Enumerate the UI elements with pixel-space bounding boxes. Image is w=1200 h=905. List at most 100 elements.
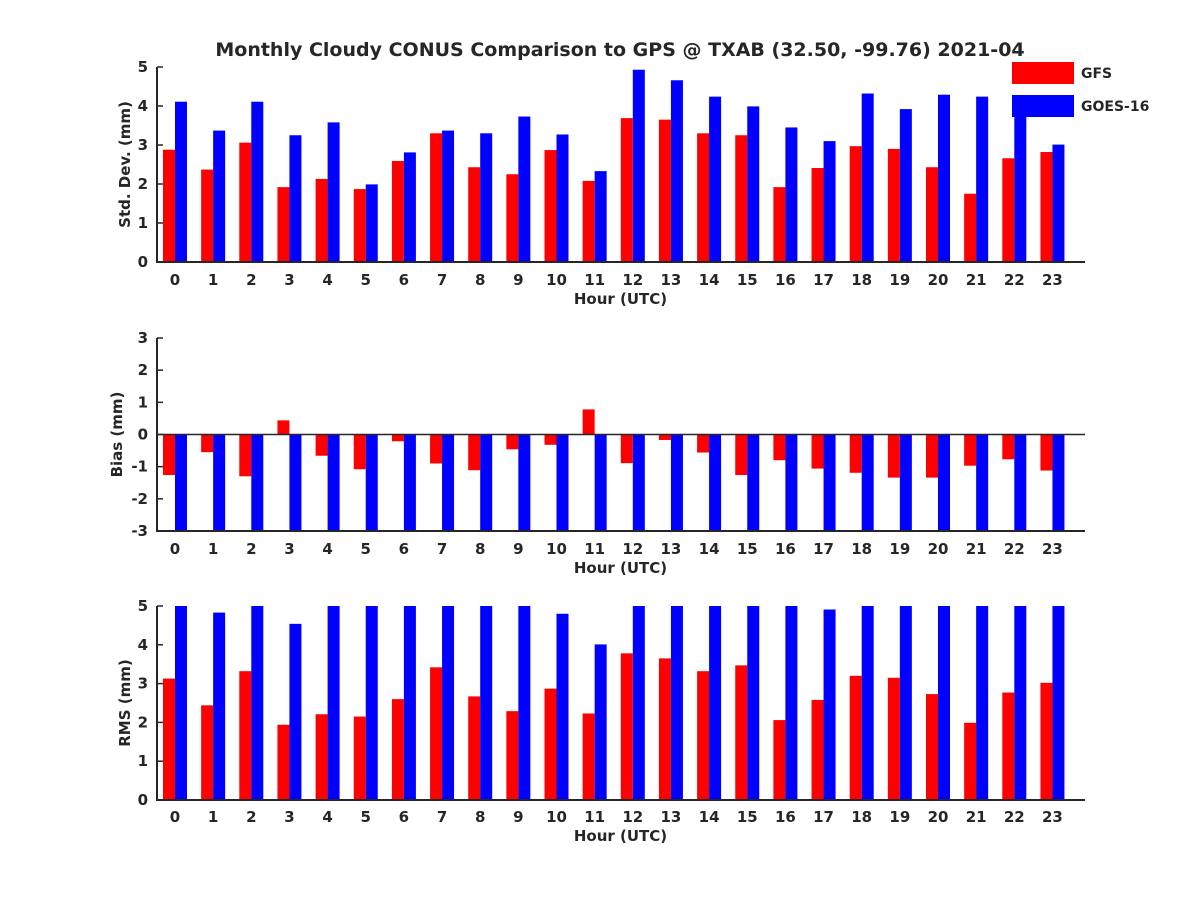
bar-gfs-p2-h2 [239, 434, 252, 477]
bar-gfs-p3-h16 [773, 720, 786, 800]
x-tick-label-p3-9: 9 [513, 808, 523, 826]
y-tick-label-p1-1: 1 [138, 214, 148, 232]
y-tick-label-p2-0: 0 [138, 426, 148, 444]
bar-gfs-p1-h22 [1002, 158, 1015, 262]
bar-gfs-p1-h15 [735, 135, 748, 262]
bar-goes-16-p1-h15 [747, 106, 760, 262]
bar-goes-16-p3-h15 [747, 606, 760, 800]
bar-gfs-p1-h21 [964, 193, 977, 262]
bar-gfs-p3-h5 [353, 716, 366, 800]
bar-gfs-p1-h9 [506, 174, 519, 262]
x-tick-label-p1-8: 8 [475, 271, 485, 289]
bar-gfs-p3-h21 [964, 722, 977, 800]
x-tick-label-p3-19: 19 [889, 808, 910, 826]
x-tick-label-p3-3: 3 [284, 808, 294, 826]
y-axis-label-p1: Std. Dev. (mm) [116, 101, 134, 228]
x-tick-label-p1-7: 7 [437, 271, 447, 289]
bar-gfs-p1-h19 [887, 148, 900, 262]
bar-goes-16-p1-h8 [480, 133, 493, 262]
x-tick-label-p3-7: 7 [437, 808, 447, 826]
y-tick-label-p3-3: 3 [138, 675, 148, 693]
x-tick-label-p3-6: 6 [399, 808, 409, 826]
x-tick-label-p2-20: 20 [928, 540, 949, 558]
bar-gfs-p1-h17 [811, 168, 824, 262]
x-tick-label-p2-8: 8 [475, 540, 485, 558]
bar-goes-16-p2-h20 [938, 434, 950, 531]
bar-gfs-p3-h18 [849, 675, 862, 800]
x-tick-label-p2-16: 16 [775, 540, 796, 558]
x-tick-label-p2-21: 21 [966, 540, 987, 558]
y-axis-label-p3: RMS (mm) [116, 659, 134, 746]
bar-goes-16-p2-h16 [785, 434, 798, 531]
bar-gfs-p1-h13 [658, 119, 671, 263]
bar-gfs-p2-h5 [353, 434, 366, 470]
bar-gfs-p2-h17 [811, 434, 824, 469]
bar-gfs-p1-h14 [697, 133, 710, 262]
bar-gfs-p1-h20 [926, 167, 938, 262]
bar-goes-16-p3-h21 [976, 606, 989, 800]
bar-goes-16-p2-h1 [213, 434, 226, 531]
bar-gfs-p2-h6 [391, 434, 404, 442]
legend-label-goes-16: GOES-16 [1081, 99, 1149, 115]
x-tick-label-p1-3: 3 [284, 271, 294, 289]
bar-goes-16-p2-h15 [747, 434, 760, 531]
bar-goes-16-p3-h5 [365, 606, 378, 800]
legend-label-gfs: GFS [1081, 66, 1112, 82]
x-tick-label-p2-7: 7 [437, 540, 447, 558]
bar-gfs-p1-h16 [773, 187, 786, 262]
bar-gfs-p3-h22 [1002, 692, 1015, 800]
x-axis-label-p3: Hour (UTC) [574, 827, 667, 845]
x-tick-label-p1-16: 16 [775, 271, 796, 289]
bar-gfs-p3-h6 [391, 699, 404, 800]
x-tick-label-p1-19: 19 [889, 271, 910, 289]
y-tick-label-p1-0: 0 [138, 253, 148, 271]
x-tick-label-p2-22: 22 [1004, 540, 1025, 558]
bar-goes-16-p3-h6 [403, 606, 416, 800]
x-tick-label-p3-0: 0 [170, 808, 180, 826]
y-tick-label-p3-0: 0 [138, 791, 148, 809]
x-tick-label-p2-10: 10 [546, 540, 567, 558]
bar-gfs-p3-h17 [811, 699, 824, 800]
bar-gfs-p2-h11 [582, 409, 595, 435]
y-tick-label-p3-2: 2 [138, 713, 148, 731]
x-tick-label-p3-20: 20 [928, 808, 949, 826]
bar-gfs-p1-h0 [163, 149, 175, 262]
bar-goes-16-p2-h6 [403, 434, 416, 531]
bar-gfs-p3-h0 [163, 678, 175, 800]
bar-gfs-p2-h22 [1002, 434, 1015, 460]
y-tick-label-p2--2: -2 [131, 490, 148, 508]
x-tick-label-p1-17: 17 [813, 271, 834, 289]
bar-goes-16-p1-h23 [1052, 144, 1065, 262]
bar-goes-16-p2-h13 [670, 434, 683, 531]
bar-gfs-p3-h14 [697, 671, 710, 800]
x-tick-label-p1-23: 23 [1042, 271, 1063, 289]
bar-goes-16-p2-h5 [365, 434, 378, 531]
x-tick-label-p3-22: 22 [1004, 808, 1025, 826]
x-tick-label-p3-5: 5 [361, 808, 371, 826]
bar-gfs-p2-h19 [887, 434, 900, 478]
bar-goes-16-p2-h18 [861, 434, 874, 531]
bar-goes-16-p3-h8 [480, 606, 493, 800]
x-tick-label-p3-17: 17 [813, 808, 834, 826]
x-tick-label-p3-1: 1 [208, 808, 218, 826]
x-tick-label-p1-12: 12 [622, 271, 643, 289]
bar-goes-16-p3-h20 [938, 606, 950, 800]
bar-gfs-p3-h3 [277, 724, 290, 800]
x-tick-label-p3-4: 4 [322, 808, 332, 826]
bar-gfs-p3-h7 [430, 667, 443, 800]
y-tick-label-p1-2: 2 [138, 175, 148, 193]
bar-goes-16-p2-h10 [556, 434, 569, 531]
bar-goes-16-p2-h4 [327, 434, 340, 531]
x-tick-label-p2-5: 5 [361, 540, 371, 558]
x-tick-label-p3-13: 13 [661, 808, 682, 826]
bar-goes-16-p3-h2 [251, 606, 264, 800]
bar-gfs-p3-h4 [315, 714, 328, 800]
bar-gfs-p3-h1 [201, 705, 214, 800]
bar-goes-16-p3-h16 [785, 606, 798, 800]
bar-goes-16-p3-h11 [594, 644, 607, 800]
y-tick-label-p2-1: 1 [138, 393, 148, 411]
bar-gfs-p3-h11 [582, 713, 595, 800]
y-tick-label-p2--1: -1 [131, 458, 148, 476]
bar-gfs-p2-h3 [277, 420, 290, 435]
